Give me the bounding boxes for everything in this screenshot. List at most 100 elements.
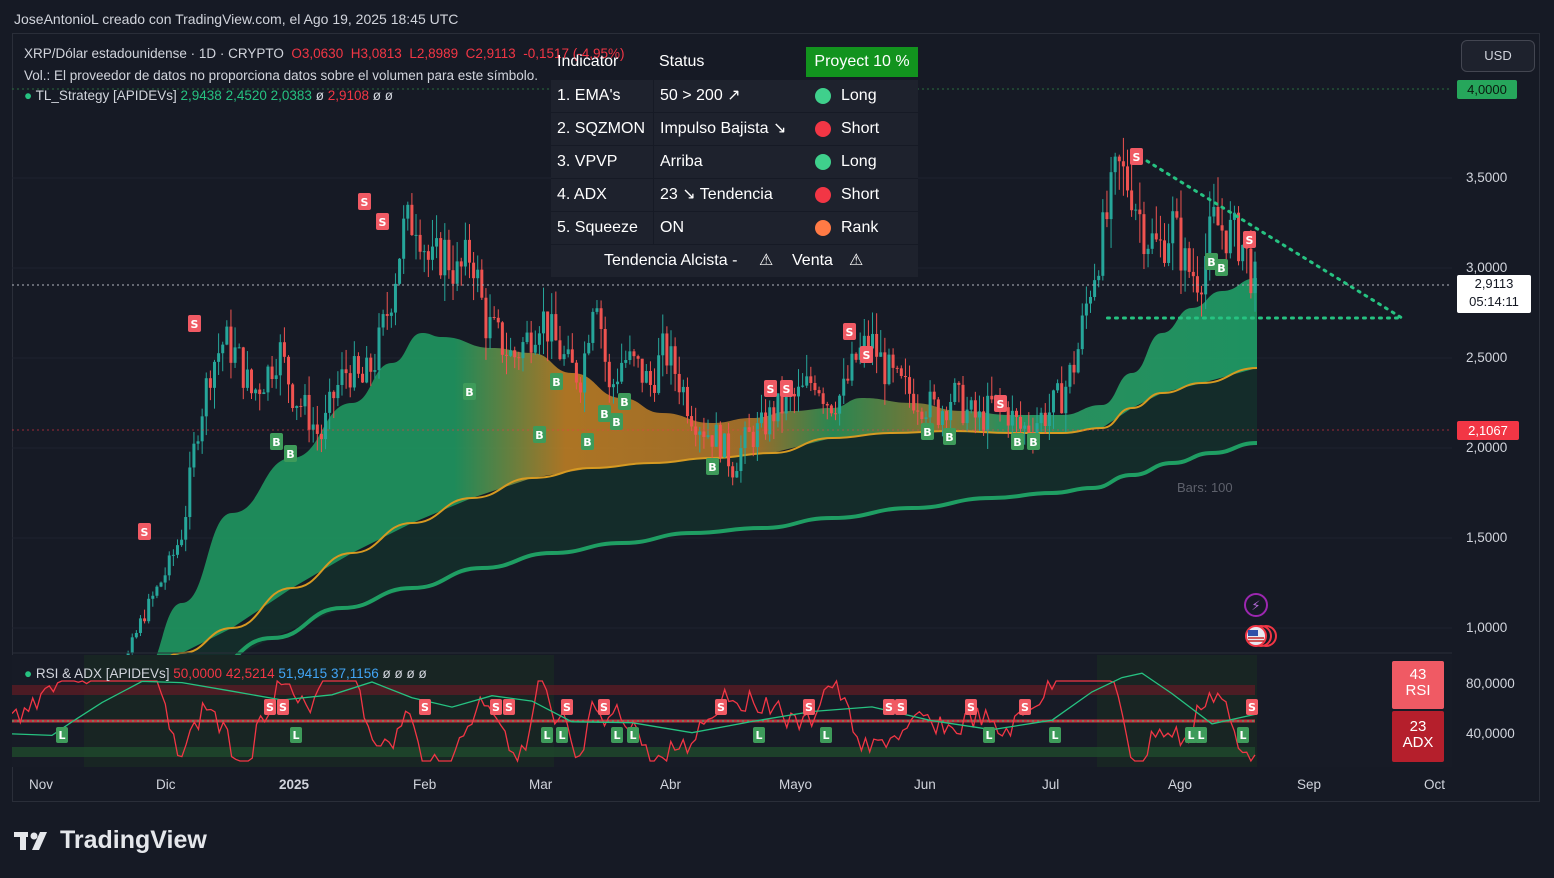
candle-body [159, 582, 163, 587]
table-row: 2. SQZMON Impulso Bajista ↘ Short [551, 112, 918, 145]
candle-body [801, 385, 805, 387]
svg-text:S: S [863, 349, 871, 362]
candle-body [603, 329, 607, 362]
sell-signal-marker: S [780, 380, 793, 397]
candle-body [447, 239, 451, 271]
strategy-value: 2,4520 [225, 88, 267, 103]
candle-body [875, 333, 879, 357]
candle-body [1249, 248, 1253, 294]
osc-long-marker: L [753, 727, 765, 743]
candle-body [940, 411, 944, 426]
warning-icon: ⚠ [759, 252, 774, 269]
svg-text:B: B [535, 429, 543, 442]
tradingview-wordmark: TradingView [60, 826, 207, 854]
candle-body [250, 369, 254, 394]
candle-body [1146, 248, 1150, 255]
candle-body [525, 332, 529, 343]
svg-text:S: S [191, 318, 199, 331]
candle-body [949, 401, 953, 421]
candle-body [710, 435, 714, 447]
candle-body [838, 395, 842, 414]
candle-body [451, 270, 455, 284]
indicator-signal: Short [841, 120, 880, 137]
candle-body [640, 358, 644, 383]
candle-body [982, 411, 986, 431]
buy-signal-marker: B [943, 428, 956, 445]
candle-body [895, 367, 899, 369]
candle-body [315, 424, 319, 434]
open-value: O3,0630 [291, 46, 344, 61]
osc-long-marker: L [983, 727, 995, 743]
symbol-legend[interactable]: XRP/Dólar estadounidense · 1D · CRYPTO O… [24, 46, 625, 61]
candle-body [311, 424, 315, 430]
candle-body [467, 239, 471, 263]
candle-body [784, 394, 788, 414]
candle-body [332, 391, 336, 399]
svg-text:S: S [717, 701, 725, 714]
candle-body [854, 353, 858, 360]
status-dot-icon [815, 121, 831, 137]
svg-text:L: L [1239, 729, 1246, 742]
candle-body [1051, 390, 1055, 413]
candle-body [1228, 219, 1232, 254]
candle-body [1076, 349, 1080, 373]
candle-body [274, 375, 278, 380]
candle-body [1171, 211, 1175, 244]
indicator-signal: Rank [841, 219, 879, 236]
candle-body [1200, 292, 1204, 295]
svg-text:L: L [543, 729, 550, 742]
candle-body [328, 391, 332, 413]
strategy-value: ø [372, 88, 382, 103]
rsi-adx-value: 51,9415 [278, 666, 328, 681]
candle-body [825, 403, 829, 406]
candle-body [755, 423, 759, 448]
candle-body [558, 340, 562, 360]
buy-signal-marker: B [1215, 259, 1228, 276]
currency-button[interactable]: USD [1461, 40, 1535, 72]
candle-body [1224, 230, 1228, 254]
candle-body [1056, 383, 1060, 391]
svg-text:B: B [272, 436, 280, 449]
candle-body [961, 384, 965, 424]
osc-sell-marker: S [490, 699, 502, 715]
event-icons[interactable]: ⚡ [1244, 593, 1277, 647]
close-value: C2,9113 [465, 46, 516, 61]
candle-body [241, 347, 245, 388]
candle-body [566, 349, 570, 355]
buy-signal-marker: B [1011, 433, 1024, 450]
trend-text: Tendencia Alcista - [604, 252, 738, 269]
candle-body [1150, 233, 1154, 249]
candle-body [389, 312, 393, 316]
candle-body [1064, 386, 1068, 414]
candle-body [834, 413, 838, 415]
candle-body [212, 361, 216, 388]
indicator-name: 1. EMA's [557, 87, 621, 104]
candle-body [644, 371, 648, 383]
svg-text:B: B [1013, 436, 1021, 449]
sell-signal-marker: S [764, 380, 777, 397]
candle-body [764, 412, 768, 435]
candle-body [747, 427, 751, 432]
frog-icon: ● [24, 88, 33, 103]
rsi-adx-legend[interactable]: ● RSI & ADX [APIDEVs] 50,0000 42,5214 51… [24, 666, 427, 681]
svg-text:L: L [558, 729, 565, 742]
candle-body [151, 595, 155, 599]
strategy-legend[interactable]: ● TL_Strategy [APIDEVs] 2,9438 2,4520 2,… [24, 88, 393, 103]
candle-body [912, 393, 916, 411]
candle-body [521, 342, 525, 359]
candle-body [1134, 209, 1138, 211]
candle-body [616, 381, 620, 385]
tradingview-logo[interactable]: TradingView [14, 826, 207, 855]
svg-text:S: S [600, 701, 608, 714]
candle-body [821, 393, 825, 404]
candle-body [1109, 172, 1113, 220]
candle-body [472, 262, 476, 279]
candle-body [731, 466, 735, 478]
candle-body [607, 361, 611, 388]
candle-body [1130, 190, 1134, 211]
osc-sell-marker: S [715, 699, 727, 715]
rsi-oversold-zone [12, 747, 1255, 757]
x-tick: Mayo [779, 777, 813, 792]
candle-body [546, 311, 550, 342]
